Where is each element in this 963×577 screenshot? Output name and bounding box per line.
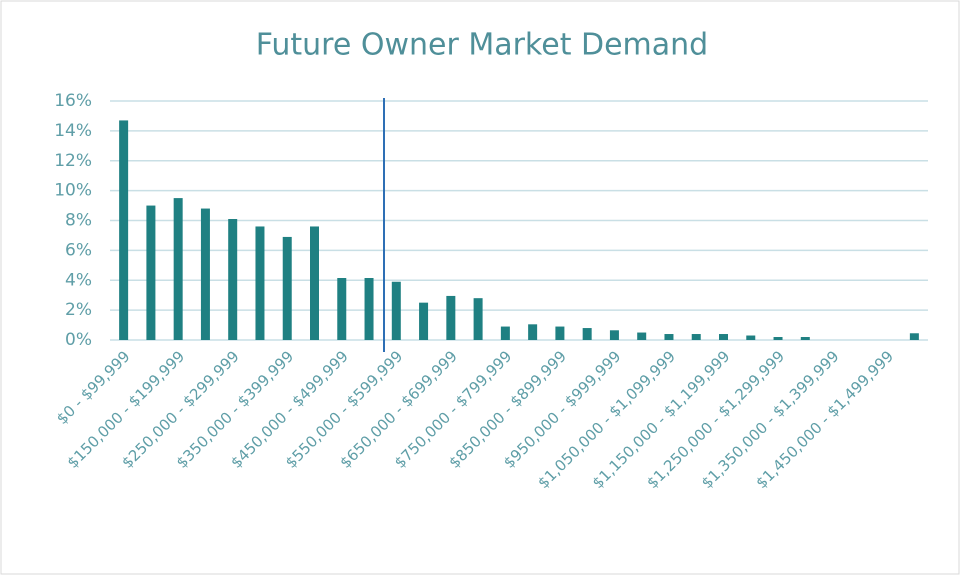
bar (337, 278, 347, 340)
bar (446, 295, 456, 340)
bar (255, 226, 265, 340)
bar (200, 208, 210, 340)
bar (746, 335, 756, 340)
y-tick-label: 6% (65, 240, 92, 260)
bar (609, 330, 619, 340)
bar (146, 205, 156, 340)
y-tick-label: 0% (65, 330, 92, 350)
bar (582, 328, 592, 340)
y-tick-label: 16% (54, 91, 92, 111)
bar (364, 278, 374, 340)
bar (282, 236, 292, 340)
bar (391, 281, 401, 340)
bar (473, 298, 483, 340)
bar (555, 326, 565, 340)
y-tick-label: 2% (65, 300, 92, 320)
bar (528, 324, 538, 340)
bar (637, 332, 647, 340)
y-tick-label: 14% (54, 121, 92, 141)
chart-title: Future Owner Market Demand (256, 28, 708, 63)
bar (909, 333, 919, 340)
bar (691, 334, 701, 340)
bar (719, 334, 728, 340)
bar (228, 219, 238, 340)
y-tick-label: 12% (54, 151, 92, 171)
bar (500, 326, 510, 340)
y-tick-label: 8% (65, 211, 92, 231)
bar (664, 334, 674, 340)
bar (119, 120, 129, 340)
bar (800, 337, 810, 340)
y-tick-label: 10% (54, 181, 92, 201)
bar (173, 198, 183, 340)
bar (773, 337, 783, 340)
bar (310, 226, 319, 340)
y-tick-label: 4% (65, 270, 92, 290)
bar (419, 302, 429, 340)
